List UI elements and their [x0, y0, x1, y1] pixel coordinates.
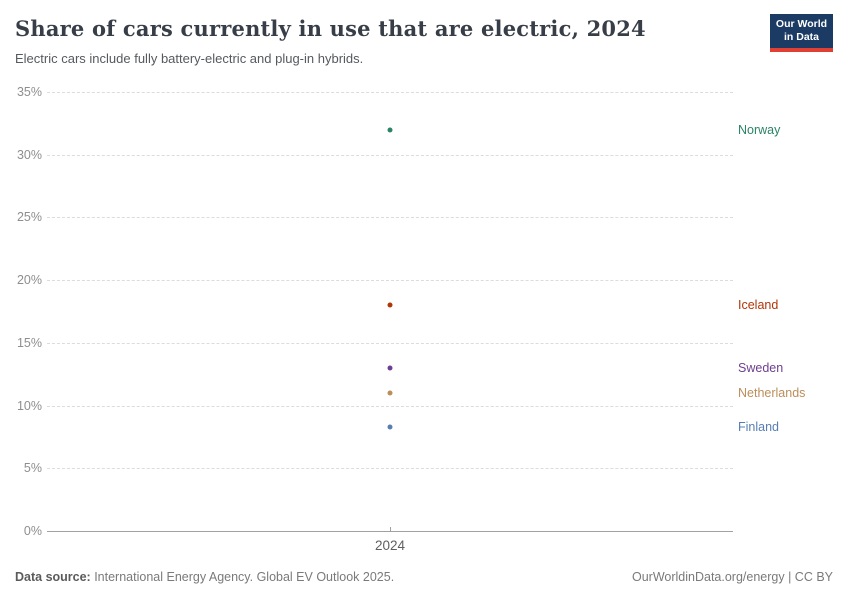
y-axis-tick-label: 0% — [23, 524, 42, 538]
y-axis-tick-label: 35% — [16, 85, 42, 99]
x-axis-tick — [390, 527, 391, 532]
y-axis-tick-label: 10% — [16, 398, 42, 413]
chart-subtitle: Electric cars include fully battery-elec… — [15, 51, 364, 66]
series-label-netherlands[interactable]: Netherlands — [738, 386, 806, 401]
data-point-iceland[interactable] — [387, 302, 393, 308]
x-axis-tick-label: 2024 — [374, 538, 406, 553]
chart-footer: Data source: International Energy Agency… — [15, 570, 833, 584]
gridline — [47, 405, 733, 407]
y-axis-tick-label: 30% — [16, 147, 42, 162]
gridline — [47, 154, 733, 156]
series-label-finland[interactable]: Finland — [738, 419, 779, 434]
gridline — [47, 280, 733, 282]
data-point-sweden[interactable] — [387, 365, 393, 371]
series-label-norway[interactable]: Norway — [738, 122, 781, 137]
y-axis-tick-label: 15% — [16, 335, 42, 350]
page-title: Share of cars currently in use that are … — [15, 16, 646, 41]
data-point-netherlands[interactable] — [387, 390, 393, 396]
y-axis-tick-label: 5% — [23, 461, 42, 476]
owid-logo[interactable]: Our World in Data — [770, 14, 833, 52]
y-axis-tick-label: 25% — [16, 210, 42, 225]
data-point-finland[interactable] — [387, 424, 393, 430]
gridline — [47, 217, 733, 219]
series-label-sweden[interactable]: Sweden — [738, 360, 784, 375]
credit-link[interactable]: OurWorldinData.org/energy | CC BY — [631, 570, 833, 584]
owid-logo-line1: Our World — [775, 17, 828, 30]
data-source-note: Data source: International Energy Agency… — [15, 570, 394, 584]
gridline — [47, 342, 733, 344]
owid-logo-line2: in Data — [783, 31, 819, 43]
y-axis-tick-label: 20% — [16, 273, 42, 288]
data-source-label: Data source: — [15, 570, 91, 584]
gridline — [47, 468, 733, 470]
series-label-iceland[interactable]: Iceland — [738, 298, 779, 313]
data-point-norway[interactable] — [387, 127, 393, 133]
data-source-text: International Energy Agency. Global EV O… — [90, 570, 395, 584]
gridline — [47, 92, 733, 93]
